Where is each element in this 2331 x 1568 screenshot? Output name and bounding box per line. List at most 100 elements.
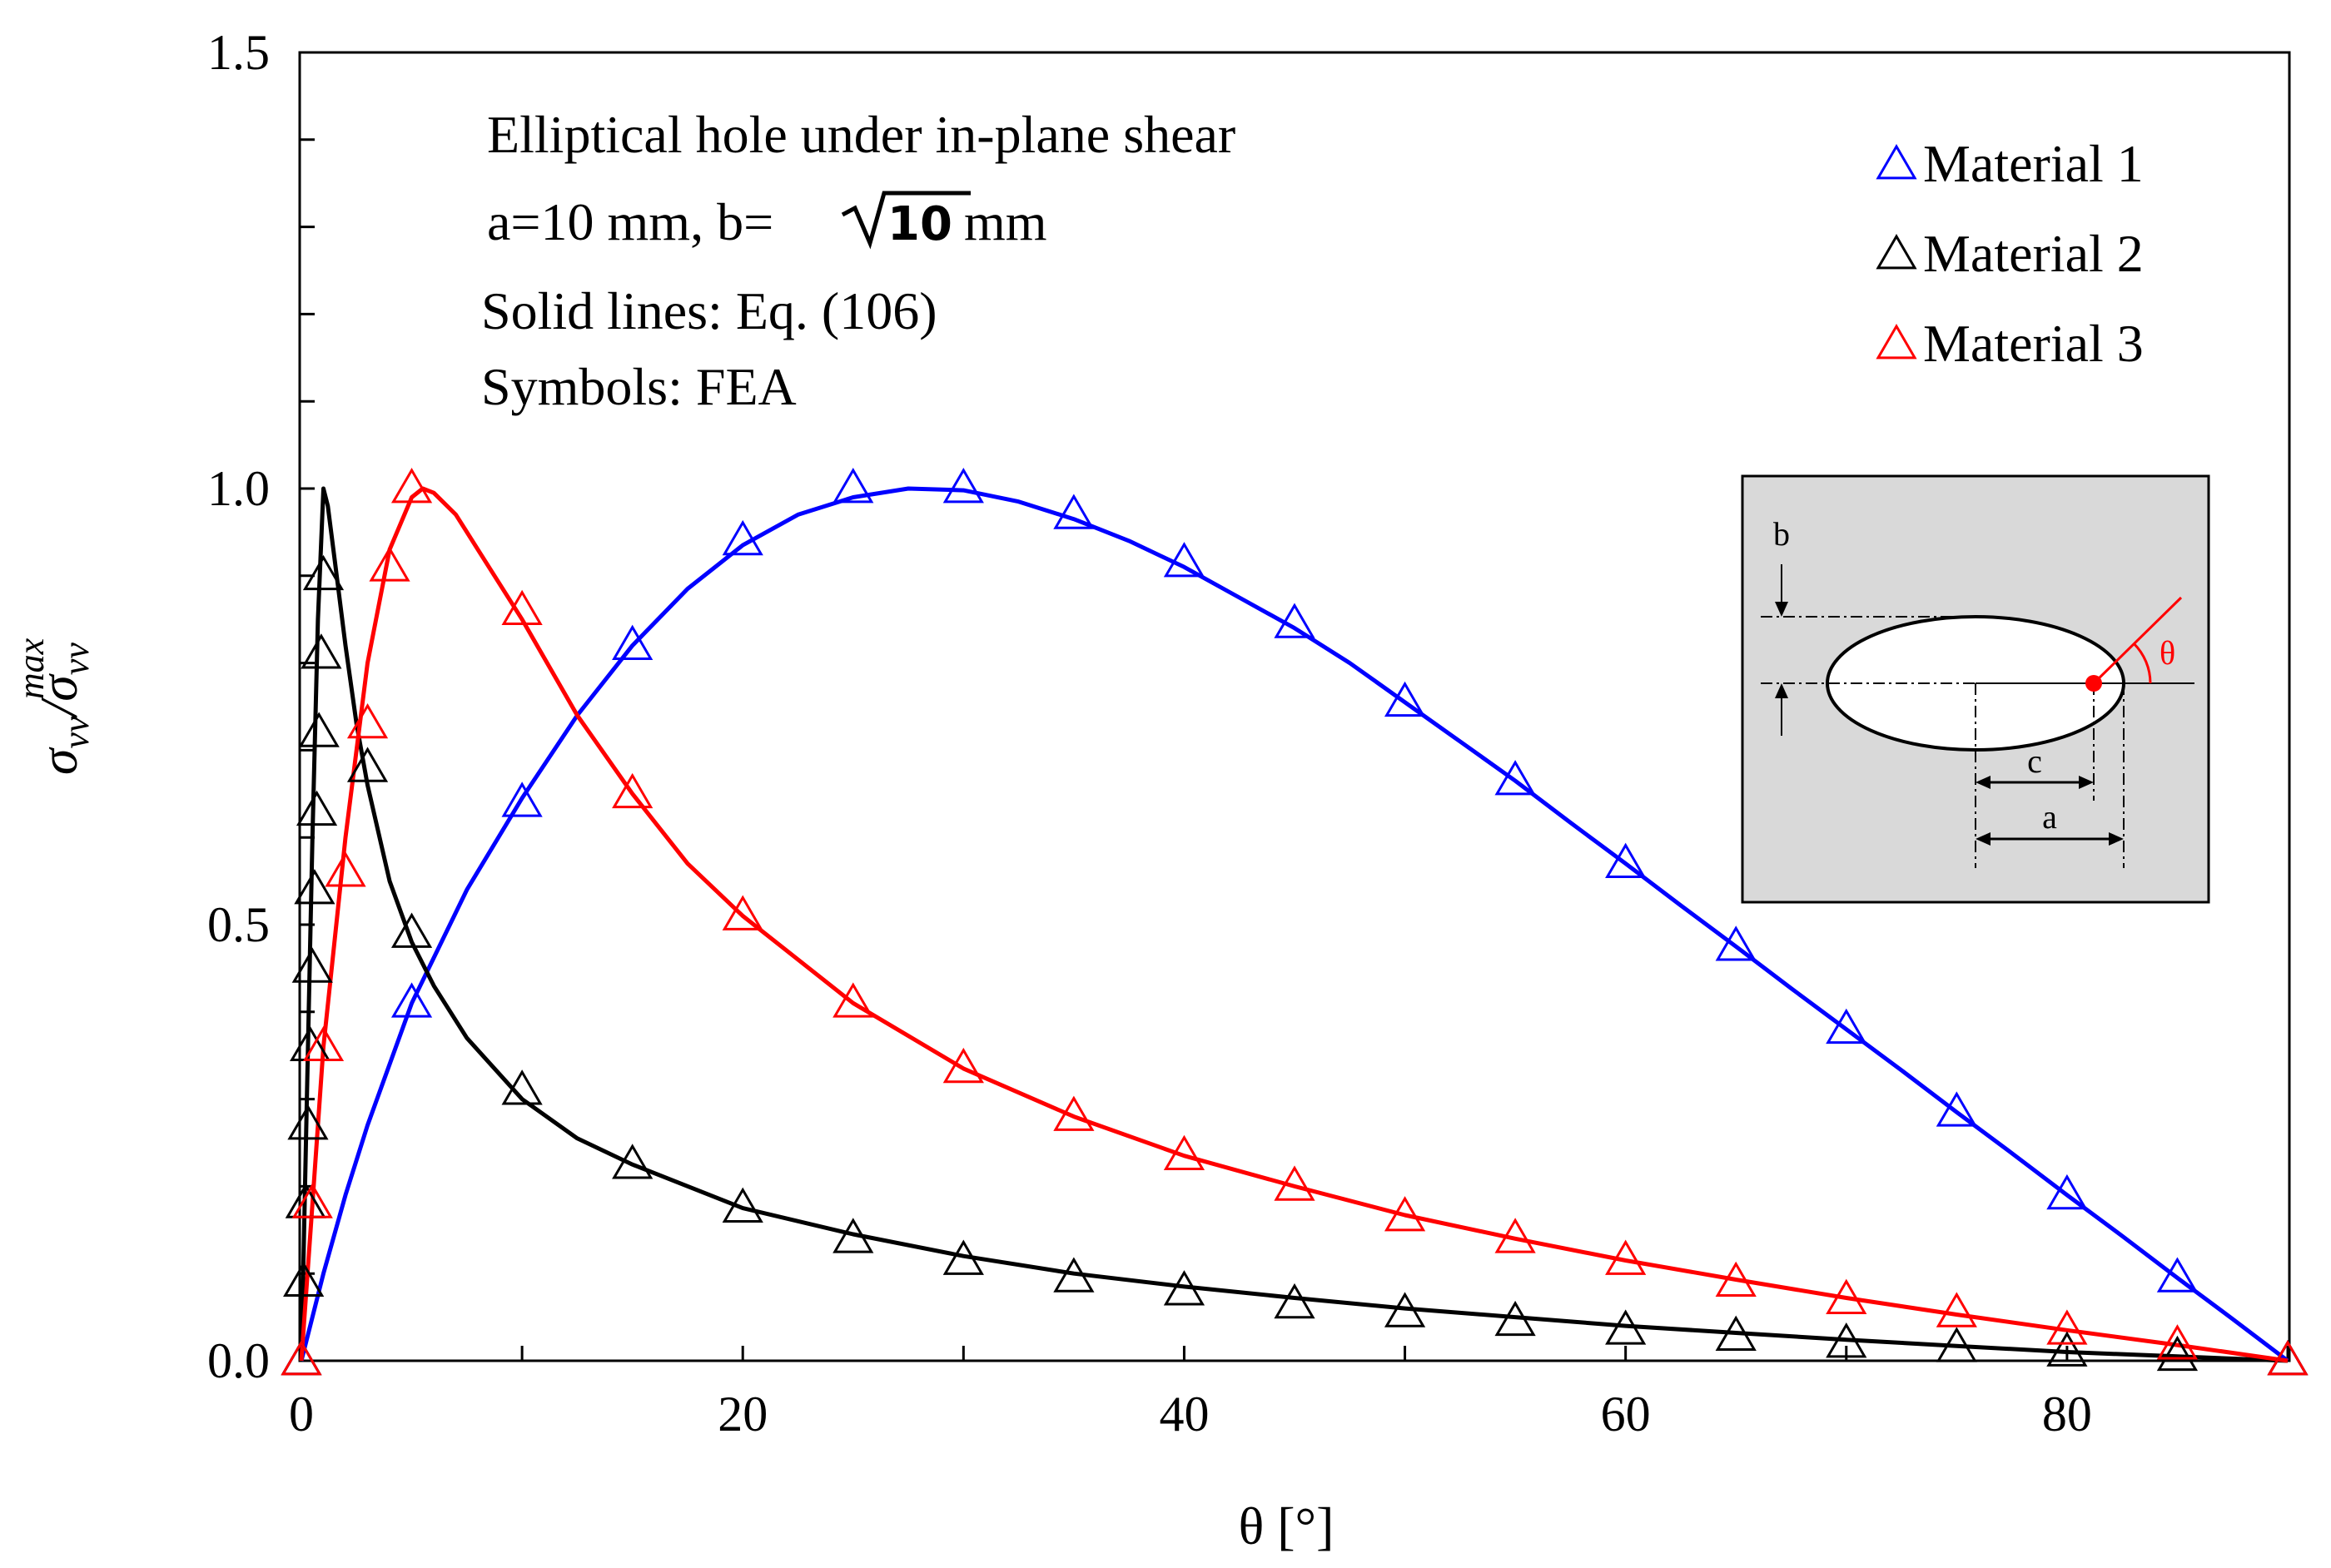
marker-material-3-8 <box>612 772 654 809</box>
legend-label-material-3: Material 3 <box>1923 314 2144 373</box>
inset-arrow-b-bottom <box>1775 683 1788 698</box>
inset-label-c: c <box>2027 742 2042 780</box>
y-axis-title-sup: max <box>11 638 52 699</box>
y-axis-title-sub: vv <box>56 716 97 749</box>
marker-material-1-3 <box>612 624 654 660</box>
marker-material-2-24 <box>1715 1315 1757 1351</box>
x-tick-label-20: 20 <box>718 1387 768 1441</box>
marker-material-2-19 <box>1163 1270 1205 1306</box>
marker-material-3-22 <box>2156 1324 2199 1360</box>
inset-point <box>2085 675 2102 692</box>
sqrt-radicand: 10 <box>887 197 952 251</box>
marker-material-2-21 <box>1384 1292 1426 1327</box>
y-axis-title: σvv/σvvmax <box>11 638 97 775</box>
marker-material-2-1 <box>283 1261 325 1298</box>
y-tick-label-0.0: 0.0 <box>207 1333 270 1388</box>
marker-material-1-2 <box>501 782 543 817</box>
marker-material-2-22 <box>1494 1300 1536 1337</box>
marker-material-3-13 <box>1163 1134 1205 1171</box>
curve-material-3 <box>299 486 2289 1363</box>
inset-diagram: b c a θ <box>1741 474 2210 904</box>
y-tick-label-1.0: 1.0 <box>207 461 270 516</box>
x-tick-label-0: 0 <box>289 1387 314 1441</box>
x-tick-label-80: 80 <box>2042 1387 2092 1441</box>
marker-material-1-15 <box>1936 1091 1977 1127</box>
marker-material-3-7 <box>501 589 543 626</box>
marker-material-3-0 <box>281 1340 322 1376</box>
fea-markers <box>281 468 2309 1376</box>
marker-material-3-9 <box>722 895 763 930</box>
marker-material-3-4 <box>346 702 389 739</box>
marker-material-2-20 <box>1274 1283 1315 1319</box>
marker-material-3-5 <box>369 546 410 582</box>
marker-material-3-19 <box>1826 1278 1867 1314</box>
marker-material-1-4 <box>722 519 763 556</box>
legend-marker-material-1 <box>1876 144 1917 180</box>
inset-theta-arc <box>2132 642 2152 684</box>
inset-theta-line <box>2092 596 2183 685</box>
legend-marker-material-3 <box>1876 324 1917 360</box>
marker-material-3-12 <box>1053 1095 1095 1131</box>
legend: Material 1 Material 2 Material 3 <box>1876 134 2144 373</box>
marker-material-1-10 <box>1384 681 1426 717</box>
y-axis-title-sub2: vv <box>56 643 97 676</box>
marker-material-2-23 <box>1605 1309 1647 1345</box>
legend-marker-material-2 <box>1876 234 1917 270</box>
legend-label-material-1: Material 1 <box>1923 134 2144 193</box>
marker-material-1-11 <box>1494 760 1536 796</box>
marker-material-2-8 <box>298 712 340 747</box>
x-tick-labels: 0 20 40 60 80 <box>289 1387 2092 1441</box>
marker-material-2-10 <box>302 554 345 591</box>
marker-material-3-1 <box>291 1183 333 1218</box>
marker-material-3-14 <box>1274 1165 1315 1201</box>
inset-label-b: b <box>1773 515 1790 553</box>
marker-material-1-12 <box>1605 842 1647 878</box>
marker-material-1-5 <box>832 468 874 504</box>
marker-material-1-9 <box>1274 603 1315 638</box>
marker-material-3-11 <box>942 1047 984 1084</box>
marker-material-2-9 <box>301 633 342 669</box>
sqrt-suffix: mm <box>964 192 1047 251</box>
marker-material-3-2 <box>302 1025 345 1062</box>
marker-material-2-16 <box>832 1218 874 1253</box>
x-tick-label-40: 40 <box>1159 1387 1209 1441</box>
marker-material-2-5 <box>291 947 333 983</box>
marker-material-2-13 <box>501 1069 543 1105</box>
curve-material-2 <box>299 486 2289 1363</box>
marker-material-3-6 <box>390 468 433 504</box>
annotation-symbols: Symbols: FEA <box>481 357 797 416</box>
marker-material-3-18 <box>1715 1261 1757 1298</box>
marker-material-2-3 <box>287 1104 329 1140</box>
marker-material-2-14 <box>612 1144 654 1179</box>
marker-material-3-3 <box>325 851 366 887</box>
marker-material-3-16 <box>1494 1218 1536 1253</box>
marker-material-3-17 <box>1605 1239 1647 1275</box>
marker-material-2-25 <box>1826 1322 1867 1358</box>
marker-material-2-7 <box>296 790 338 826</box>
curve-material-1 <box>299 486 2289 1362</box>
inset-label-a: a <box>2042 798 2057 836</box>
marker-material-3-21 <box>2046 1309 2088 1345</box>
inset-label-theta: θ <box>2160 634 2175 672</box>
y-tick-labels: 0.0 0.5 1.0 1.5 <box>207 25 270 1388</box>
marker-material-1-14 <box>1826 1008 1867 1045</box>
marker-material-1-17 <box>2156 1257 2199 1293</box>
marker-material-3-10 <box>832 982 874 1018</box>
marker-material-2-17 <box>942 1239 984 1275</box>
marker-material-2-18 <box>1053 1257 1095 1293</box>
inset-arrow-a-right <box>2109 832 2124 846</box>
inset-arrow-c-right <box>2079 776 2094 789</box>
inset-arrow-b-top <box>1775 602 1788 617</box>
annotation-dimensions-text: a=10 mm, b= <box>487 192 773 251</box>
legend-label-material-2: Material 2 <box>1923 224 2144 283</box>
marker-material-1-16 <box>2046 1174 2088 1210</box>
annotation-title: Elliptical hole under in-plane shear <box>487 105 1235 164</box>
inset-arrow-c-left <box>1976 776 1991 789</box>
marker-material-1-13 <box>1715 925 1757 961</box>
fitted-curves <box>299 486 2289 1363</box>
inset-arrow-a-left <box>1976 832 1991 846</box>
marker-material-3-15 <box>1384 1196 1426 1232</box>
marker-material-1-1 <box>390 982 433 1018</box>
marker-material-2-26 <box>1936 1327 1977 1362</box>
